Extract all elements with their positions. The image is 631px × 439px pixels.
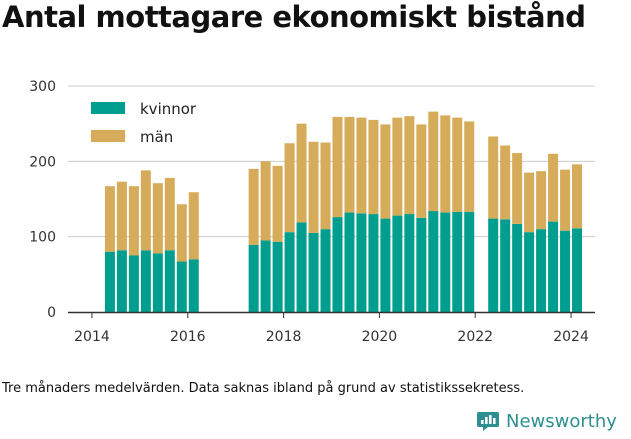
legend-swatch	[91, 130, 125, 142]
bar-kvinnor	[356, 213, 367, 312]
y-tick-label: 200	[29, 154, 56, 170]
bar-kvinnor	[260, 240, 271, 312]
bar-kvinnor	[104, 251, 115, 312]
bar-man	[500, 145, 511, 220]
bar-man	[452, 117, 463, 212]
bar-man	[248, 168, 259, 245]
x-tick-label: 2020	[362, 329, 398, 345]
bar-man	[464, 121, 475, 212]
x-tick-label: 2014	[74, 329, 110, 345]
bar-man	[176, 204, 187, 262]
y-tick-label: 300	[29, 79, 56, 95]
bar-man	[344, 116, 355, 213]
bar-kvinnor	[536, 229, 547, 312]
x-tick-label: 2022	[457, 329, 493, 345]
x-tick-label: 2024	[553, 329, 589, 345]
bar-kvinnor	[524, 232, 535, 312]
bar-man	[524, 172, 535, 233]
bar-kvinnor	[284, 232, 295, 312]
bar-kvinnor	[176, 261, 187, 312]
bar-man	[392, 117, 403, 216]
bar-kvinnor	[392, 215, 403, 312]
bar-man	[164, 177, 175, 251]
bar-kvinnor	[440, 212, 451, 312]
bar-kvinnor	[368, 214, 379, 312]
legend-swatch	[91, 102, 125, 114]
bar-kvinnor	[560, 230, 571, 312]
bar-man	[152, 183, 163, 254]
bar-man	[284, 143, 295, 233]
x-tick-label: 2018	[266, 329, 302, 345]
bar-kvinnor	[296, 222, 307, 312]
bar-kvinnor	[188, 259, 199, 312]
bar-man	[512, 153, 523, 224]
bar-man	[260, 161, 271, 241]
bar-kvinnor	[140, 250, 151, 312]
legend: kvinnor män	[91, 100, 197, 146]
bar-kvinnor	[380, 218, 391, 312]
bar-man	[428, 111, 439, 212]
bar-kvinnor	[404, 214, 415, 312]
bar-man	[188, 192, 199, 260]
y-tick-label: 100	[29, 230, 56, 246]
chart-caption: Tre månaders medelvärden. Data saknas ib…	[2, 381, 525, 396]
bar-kvinnor	[488, 218, 499, 312]
bar-kvinnor	[548, 221, 559, 312]
bar-kvinnor	[332, 217, 343, 312]
bar-man	[536, 171, 547, 230]
legend-label: män	[140, 128, 173, 146]
legend-label: kvinnor	[140, 100, 197, 118]
brand-name: Newsworthy	[506, 410, 617, 432]
bar-man	[416, 124, 427, 218]
bar-man	[116, 181, 127, 251]
x-tick-label: 2016	[170, 329, 206, 345]
bar-man	[560, 169, 571, 231]
bar-kvinnor	[320, 229, 331, 312]
bar-kvinnor	[344, 212, 355, 312]
bar-kvinnor	[500, 219, 511, 312]
bar-man	[128, 186, 139, 256]
bar-kvinnor	[116, 250, 127, 312]
bar-kvinnor	[272, 241, 283, 312]
bar-kvinnor	[428, 211, 439, 312]
bar-man	[356, 117, 367, 214]
bar-kvinnor	[572, 228, 583, 312]
bar-man	[320, 142, 331, 230]
bar-kvinnor	[416, 217, 427, 312]
bar-kvinnor	[512, 223, 523, 312]
bar-man	[380, 124, 391, 219]
brand-logo[interactable]: Newsworthy	[476, 409, 617, 433]
bar-kvinnor	[308, 232, 319, 312]
bar-man	[140, 170, 151, 251]
bar-kvinnor	[128, 255, 139, 312]
bar-man	[368, 119, 379, 215]
bar-kvinnor	[452, 211, 463, 312]
axes: 0 100 200 300 2014 2016 2018 2020 2022 2024	[29, 79, 595, 345]
bar-kvinnor	[164, 250, 175, 312]
bar-man	[308, 141, 319, 233]
bar-man	[488, 136, 499, 219]
bar-man	[548, 153, 559, 222]
bar-kvinnor	[464, 211, 475, 312]
chart-title: Antal mottagare ekonomiskt bistånd	[2, 0, 586, 34]
bar-man	[404, 116, 415, 215]
bar-kvinnor	[248, 244, 259, 312]
newsworthy-logo-icon	[477, 412, 499, 431]
bar-man	[440, 115, 451, 213]
bar-man	[272, 165, 283, 242]
bars	[104, 111, 583, 312]
bar-man	[332, 116, 343, 218]
bar-kvinnor	[152, 253, 163, 312]
y-tick-label: 0	[47, 305, 56, 321]
bar-man	[104, 186, 115, 252]
bar-man	[572, 164, 583, 229]
bar-man	[296, 123, 307, 223]
